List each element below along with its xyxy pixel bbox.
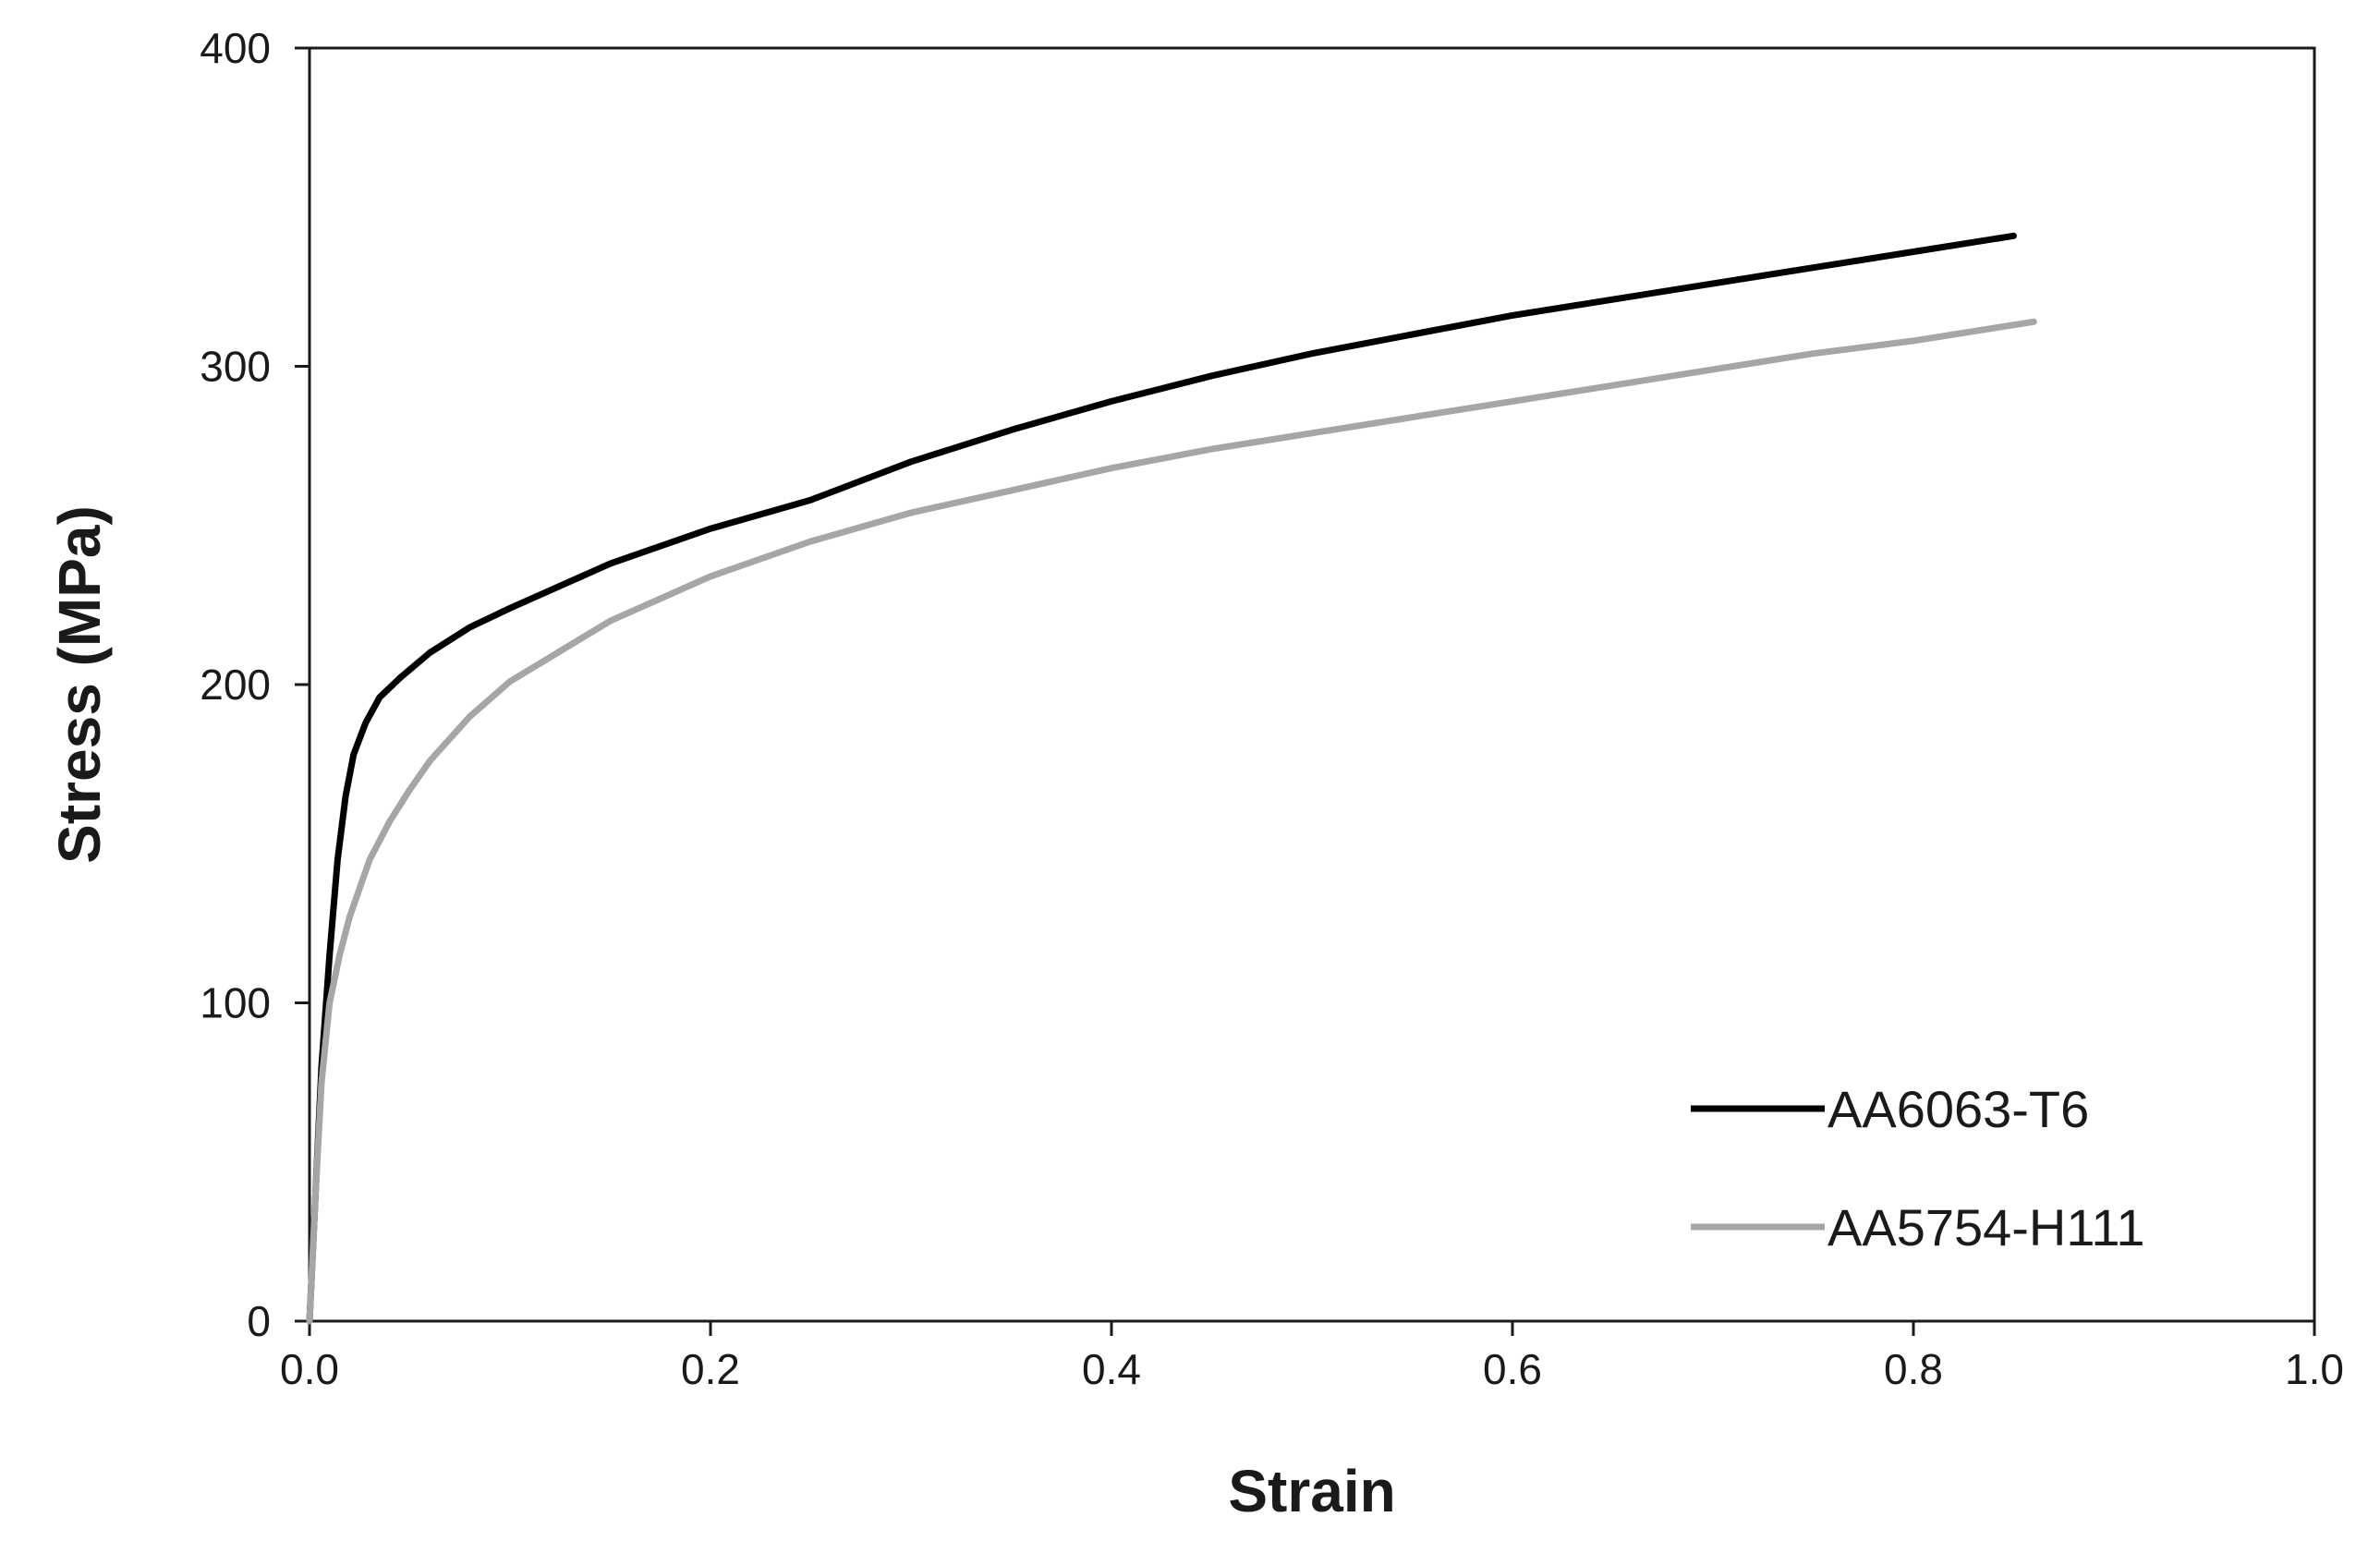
y-tick-label: 100 <box>200 979 271 1027</box>
x-tick-label: 0.0 <box>280 1345 339 1393</box>
x-tick-label: 0.8 <box>1884 1345 1943 1393</box>
x-axis-title: Strain <box>1228 1458 1395 1524</box>
y-axis-title: Stress (MPa) <box>46 505 113 864</box>
plot-area <box>308 46 2316 1323</box>
y-tick-label: 300 <box>200 343 271 391</box>
legend-label: AA6063-T6 <box>1828 1080 2089 1138</box>
x-tick-label: 0.6 <box>1483 1345 1542 1393</box>
series-lines <box>306 232 2037 1325</box>
x-tick-label: 0.2 <box>681 1345 740 1393</box>
y-axis-ticks: 0 100 200 300 400 <box>200 24 310 1345</box>
x-tick-label: 0.4 <box>1082 1345 1141 1393</box>
y-tick-label: 400 <box>200 24 271 72</box>
legend: AA6063-T6 AA5754-H111 <box>1691 1080 2145 1256</box>
y-tick-label: 0 <box>247 1297 271 1345</box>
y-tick-label: 200 <box>200 661 271 709</box>
legend-label: AA5754-H111 <box>1828 1198 2145 1256</box>
x-tick-label: 1.0 <box>2285 1345 2344 1393</box>
series-line-aa5754-h111 <box>306 318 2037 1325</box>
x-axis-ticks: 0.0 0.2 0.4 0.6 0.8 1.0 <box>280 1321 2344 1393</box>
series-line-aa6063-t6 <box>306 232 2017 1325</box>
